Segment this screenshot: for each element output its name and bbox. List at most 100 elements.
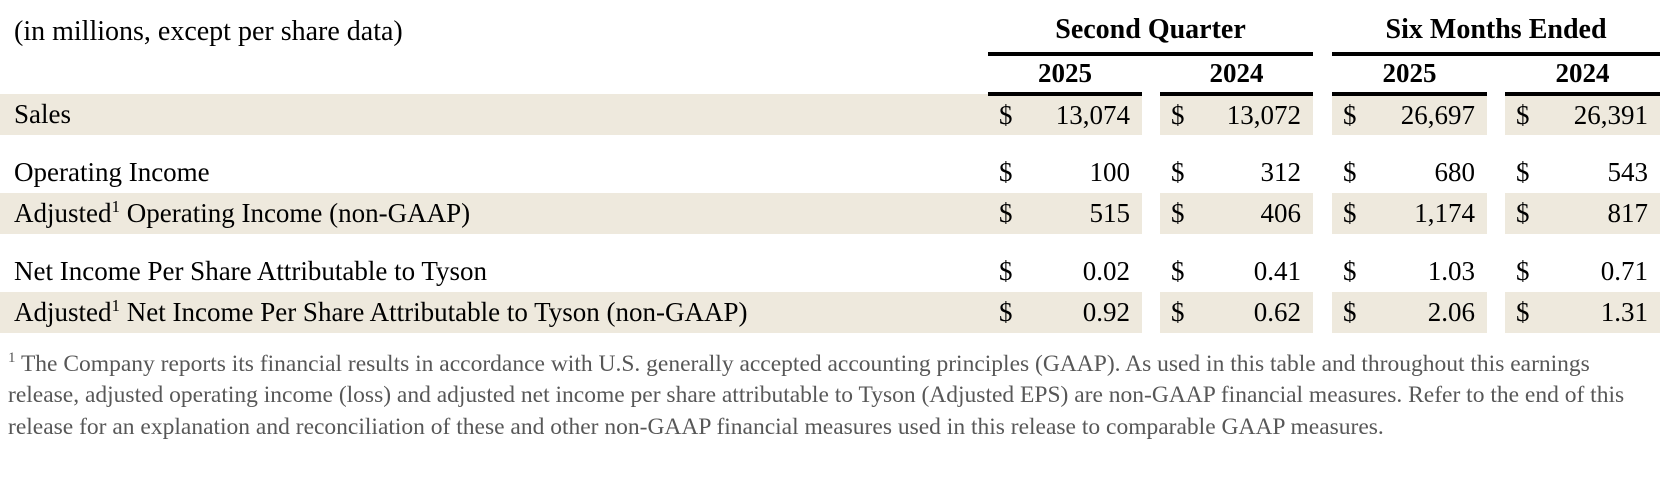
empty-cell [0, 54, 988, 94]
row-label: Operating Income [0, 152, 988, 193]
currency-symbol: $ [999, 197, 1013, 228]
column-spacer [1313, 251, 1332, 292]
value-cell: $13,072 [1160, 94, 1314, 135]
column-spacer [1142, 94, 1160, 135]
value-cell: $0.41 [1160, 251, 1313, 292]
currency-symbol: $ [999, 99, 1013, 130]
footnote-ref: 1 [111, 295, 121, 315]
currency-symbol: $ [1171, 197, 1185, 228]
column-spacer [1142, 54, 1160, 94]
row-label-suffix: Net Income Per Share Attributable to Tys… [120, 296, 748, 327]
value-q-2025: 515 [1089, 197, 1131, 228]
year-header-q-2024: 2024 [1160, 54, 1314, 96]
header-group-row: (in millions, except per share data) Sec… [0, 0, 1661, 56]
column-spacer [1313, 152, 1332, 193]
value-q-2025: 0.02 [1082, 255, 1130, 286]
row-label-text: Adjusted [14, 296, 112, 327]
value-q-2024: 0.41 [1253, 255, 1302, 286]
value-6m-2025: 680 [1434, 156, 1476, 187]
currency-symbol: $ [1171, 296, 1185, 327]
column-spacer [1313, 94, 1333, 135]
currency-symbol: $ [1516, 197, 1530, 228]
value-6m-2024: 1.31 [1600, 296, 1649, 327]
currency-symbol: $ [1343, 296, 1357, 327]
table-caption: (in millions, except per share data) [14, 16, 403, 48]
value-q-2024: 0.62 [1253, 296, 1302, 327]
value-q-2025: 100 [1089, 156, 1131, 187]
row-spacer [0, 135, 1661, 152]
column-spacer [1487, 251, 1505, 292]
row-label-text: Adjusted [14, 197, 112, 228]
value-6m-2025: 1.03 [1427, 255, 1476, 286]
value-cell: $100 [988, 152, 1142, 193]
year-header-6m-2025: 2025 [1332, 54, 1488, 96]
row-label: Adjusted1 Operating Income (non-GAAP) [0, 193, 988, 234]
table-row-sales: Sales $13,074 $13,072 $26,697 $26,391 [0, 94, 1661, 135]
row-label: Adjusted1 Net Income Per Share Attributa… [0, 292, 988, 333]
column-spacer [1487, 292, 1506, 333]
value-cell: $0.92 [988, 292, 1142, 333]
value-6m-2025: 2.06 [1427, 296, 1476, 327]
value-q-2025: 13,074 [1055, 99, 1130, 130]
currency-symbol: $ [1516, 296, 1530, 327]
value-cell: $26,391 [1505, 94, 1661, 135]
currency-symbol: $ [1171, 255, 1185, 286]
currency-symbol: $ [999, 296, 1013, 327]
header-year-row: 2025 2024 2025 2024 [0, 54, 1661, 96]
currency-symbol: $ [1516, 156, 1530, 187]
financial-summary-table: (in millions, except per share data) Sec… [0, 0, 1661, 333]
year-header-6m-2024: 2024 [1505, 54, 1661, 96]
footnote-ref: 1 [111, 196, 121, 216]
column-spacer [1142, 292, 1160, 333]
value-cell: $1,174 [1332, 193, 1488, 234]
value-cell: $0.02 [988, 251, 1142, 292]
currency-symbol: $ [1343, 99, 1357, 130]
value-cell: $515 [988, 193, 1142, 234]
column-spacer [1313, 292, 1333, 333]
value-6m-2025: 26,697 [1400, 99, 1476, 130]
column-spacer [1313, 54, 1332, 94]
footnote-text: The Company reports its financial result… [8, 351, 1625, 440]
column-spacer [1487, 54, 1505, 94]
value-cell: $312 [1160, 152, 1313, 193]
column-group-six-months: Six Months Ended [1332, 0, 1661, 56]
value-cell: $680 [1332, 152, 1487, 193]
column-spacer [1313, 0, 1332, 54]
value-cell: $26,697 [1332, 94, 1488, 135]
value-q-2025: 0.92 [1082, 296, 1130, 327]
currency-symbol: $ [1516, 255, 1530, 286]
column-spacer [1313, 193, 1333, 234]
currency-symbol: $ [1343, 156, 1357, 187]
gaap-footnote: 1 The Company reports its financial resu… [8, 349, 1658, 443]
row-spacer [0, 234, 1661, 251]
column-spacer [1142, 193, 1160, 234]
row-label-text: Sales [14, 98, 71, 129]
value-cell: $406 [1160, 193, 1314, 234]
currency-symbol: $ [999, 255, 1013, 286]
value-cell: $1.31 [1505, 292, 1661, 333]
currency-symbol: $ [1171, 156, 1185, 187]
value-6m-2024: 0.71 [1600, 255, 1649, 286]
table-row-adjusted-eps: Adjusted1 Net Income Per Share Attributa… [0, 292, 1661, 333]
value-cell: $1.03 [1332, 251, 1487, 292]
value-cell: $0.62 [1160, 292, 1314, 333]
value-cell: $13,074 [988, 94, 1142, 135]
year-header-q-2025: 2025 [988, 54, 1142, 96]
value-cell: $2.06 [1332, 292, 1488, 333]
row-label-text: Operating Income [14, 156, 210, 187]
currency-symbol: $ [1343, 197, 1357, 228]
value-6m-2024: 543 [1607, 156, 1649, 187]
currency-symbol: $ [999, 156, 1013, 187]
value-q-2024: 13,072 [1226, 99, 1302, 130]
row-label-suffix: Operating Income (non-GAAP) [120, 197, 471, 228]
column-spacer [1142, 152, 1160, 193]
column-spacer [1142, 251, 1160, 292]
footnote-marker: 1 [8, 350, 16, 367]
value-cell: $543 [1505, 152, 1660, 193]
currency-symbol: $ [1516, 99, 1530, 130]
column-spacer [1487, 193, 1506, 234]
value-6m-2024: 817 [1607, 197, 1649, 228]
value-q-2024: 312 [1260, 156, 1302, 187]
row-label: Sales [0, 94, 988, 135]
